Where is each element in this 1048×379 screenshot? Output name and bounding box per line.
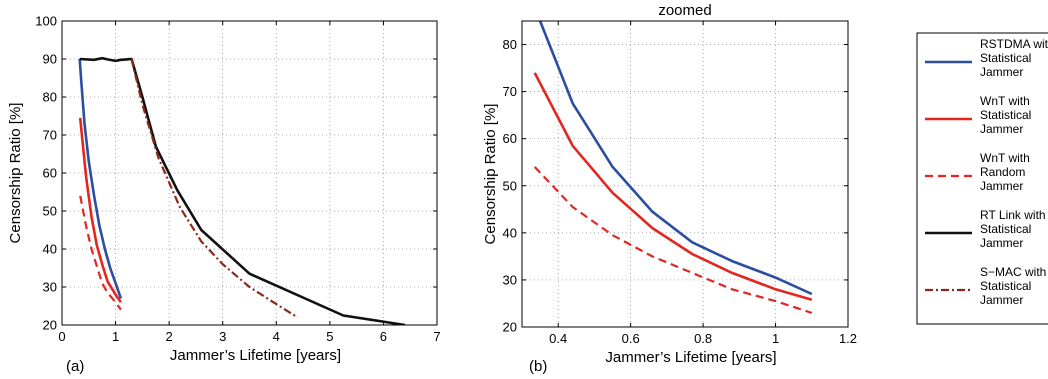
x-tick-label: 2	[166, 329, 173, 344]
x-tick-label: 1.2	[839, 331, 857, 346]
x-tick-label: 7	[433, 329, 440, 344]
legend-entry-line: Statistical	[980, 279, 1031, 293]
series-line-wnt-with-statistical-jammer	[533, 72, 813, 301]
y-tick-label: 40	[503, 225, 517, 240]
legend-entry-line: Jammer	[980, 122, 1023, 136]
series-line-s-mac-with-statistical-jammer	[130, 58, 299, 319]
x-axis-label: Jammer’s Lifetime [years]	[170, 347, 341, 364]
y-tick-label: 70	[503, 84, 517, 99]
legend-entry-line: Jammer	[980, 293, 1023, 307]
x-tick-label: 1	[772, 331, 779, 346]
x-tick-label: 0.8	[694, 331, 712, 346]
legend-entry-line: RT Link with	[980, 208, 1046, 222]
chart-panel-a: 0 1 2 3 4 5 6 7 20 30 40 50 60 70 80 90 100 Jammer’s Life…	[7, 14, 441, 376]
legend-entry-line: Jammer	[980, 179, 1023, 193]
series-group	[533, 21, 813, 314]
legend-entry-label: RT Link with Statistical Jammer	[980, 208, 1046, 250]
panel-label: (b)	[529, 358, 547, 375]
series-line-wnt-with-statistical-jammer	[78, 117, 122, 303]
y-tick-label: 40	[43, 242, 57, 257]
x-tick-label: 0.6	[622, 331, 640, 346]
y-tick-label: 80	[503, 37, 517, 52]
legend-entry-line: Statistical	[980, 51, 1031, 65]
y-tick-label: 30	[43, 280, 57, 295]
legend-entry-label: RSTDMA with Statistical Jammer	[980, 37, 1048, 79]
x-tick-label: 4	[273, 329, 280, 344]
legend-entry-line: Statistical	[980, 108, 1031, 122]
x-tick-label: 0.4	[549, 331, 567, 346]
legend-entry-label: WnT with Random Jammer	[980, 151, 1030, 193]
x-tick-label: 1	[112, 329, 119, 344]
series-group	[78, 56, 406, 325]
series-line-wnt-with-random-jammer	[533, 166, 813, 314]
y-tick-label: 80	[43, 90, 57, 105]
y-tick-label: 100	[35, 14, 57, 29]
legend-entry-line: WnT with	[980, 151, 1030, 165]
y-axis-label: Censorship Ratio [%]	[482, 104, 499, 245]
legend-entry-label: WnT with Statistical Jammer	[980, 94, 1031, 136]
x-tick-label: 0	[58, 329, 65, 344]
x-tick-label: 5	[326, 329, 333, 344]
legend-entry-line: RSTDMA with	[980, 37, 1048, 51]
x-tick-label: 3	[219, 329, 226, 344]
y-tick-label: 20	[503, 320, 517, 335]
y-tick-label: 30	[503, 272, 517, 287]
y-tick-label: 20	[43, 318, 57, 333]
legend-entry-line: Random	[980, 165, 1025, 179]
y-tick-label: 50	[43, 204, 57, 219]
y-tick-label: 60	[503, 131, 517, 146]
y-axis-label: Censorship Ratio [%]	[7, 103, 24, 244]
panel-label: (a)	[66, 358, 84, 375]
x-tick-label: 6	[380, 329, 387, 344]
series-line-rstdma-with-statistical-jammer	[78, 58, 123, 299]
y-tick-label: 90	[43, 52, 57, 67]
y-tick-label: 70	[43, 128, 57, 143]
legend-entry-line: Jammer	[980, 65, 1023, 79]
legend-entry-line: Jammer	[980, 236, 1023, 250]
series-line-rstdma-with-statistical-jammer	[538, 21, 813, 296]
chart-title: zoomed	[658, 2, 711, 19]
series-line-wnt-with-random-jammer	[79, 195, 122, 311]
legend-entry-line: S−MAC with	[980, 265, 1046, 279]
legend-entry-line: WnT with	[980, 94, 1030, 108]
y-tick-label: 60	[43, 166, 57, 181]
series-line-rt-link-with-statistical-jammer	[79, 56, 406, 325]
x-axis-label: Jammer’s Lifetime [years]	[605, 349, 776, 366]
legend-box	[916, 32, 1048, 325]
legend-entry-label: S−MAC with Statistical Jammer	[980, 265, 1046, 307]
y-tick-label: 50	[503, 178, 517, 193]
plot-frame	[521, 20, 849, 328]
chart-panel-b: 0.4 0.6 0.8 1 1.2 20 30 40 50 60 70 80 Jammer’s Life…	[482, 2, 857, 375]
legend-entry-line: Statistical	[980, 222, 1031, 236]
